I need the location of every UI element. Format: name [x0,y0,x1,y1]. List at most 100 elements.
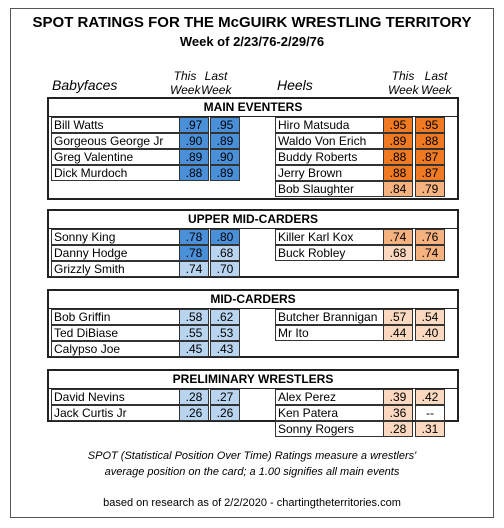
babyface-this-week-rating: .74 [179,261,209,277]
babyface-last-week-rating: .68 [210,245,240,261]
heel-this-week-rating: .57 [383,309,413,325]
babyface-this-week-rating: .90 [179,133,209,149]
heel-this-week-rating: .89 [383,133,413,149]
credit-line: based on research as of 2/2/2020 - chart… [103,497,401,509]
babyfaces-header: Babyfaces [52,77,118,93]
heel-name: Buddy Roberts [275,149,384,165]
heel-name: Ken Patera [275,405,384,421]
babyface-name: Sonny King [51,229,180,245]
heel-this-week-rating: .95 [383,117,413,133]
heel-name: Buck Robley [275,245,384,261]
babyface-name: Bill Watts [51,117,180,133]
babyface-last-week-rating: .26 [210,405,240,421]
heel-last-week-rating: .40 [415,325,445,341]
babyface-this-week-rating: .26 [179,405,209,421]
heel-last-week-rating: .87 [415,165,445,181]
week-label: Week [421,83,452,97]
section-title: PRELIMINARY WRESTLERS [172,372,334,386]
babyface-this-week-rating: .58 [179,309,209,325]
section-upper-mid-carders: UPPER MID-CARDERS Sonny King .78.80 Danny H… [47,209,459,278]
heel-last-week-rating: .76 [415,229,445,245]
babyface-name: Danny Hodge [51,245,180,261]
section-mid-carders: MID-CARDERS Bob Griffin .58.62 Ted DiBiase.… [47,289,459,358]
babyface-this-week-rating: .78 [179,245,209,261]
heel-last-week-rating: .95 [415,117,445,133]
heel-last-week-rating: -- [415,405,445,421]
this-label: This [173,69,197,83]
section-title: MID-CARDERS [210,292,296,306]
face-this-week-header: This Week [170,69,200,97]
babyface-name: Dick Murdoch [51,165,180,181]
section-preliminary-wrestlers: PRELIMINARY WRESTLERS David Nevins .28.27 J… [47,369,459,437]
babyface-last-week-rating: .62 [210,309,240,325]
heel-this-week-rating: .74 [383,229,413,245]
footnote-line-1: SPOT (Statistical Position Over Time) Ra… [87,450,417,462]
heel-name: Jerry Brown [275,165,384,181]
heel-last-week-header: Last Week [421,69,451,97]
heel-this-week-rating: .84 [383,181,413,197]
heel-this-week-rating: .39 [383,389,413,405]
section-title: MAIN EVENTERS [203,100,303,114]
heel-last-week-rating: .87 [415,149,445,165]
heel-name: Hiro Matsuda [275,117,384,133]
heel-this-week-rating: .88 [383,165,413,181]
heel-last-week-rating: .88 [415,133,445,149]
babyface-this-week-rating: .45 [179,341,209,357]
heel-last-week-rating: .74 [415,245,445,261]
heel-this-week-rating: .68 [383,245,413,261]
heels-header: Heels [277,77,313,93]
footnote-line-2: average position on the card; a 1.00 sig… [104,466,400,478]
babyface-last-week-rating: .95 [210,117,240,133]
heel-last-week-rating: .31 [415,421,445,437]
heel-this-week-rating: .28 [383,421,413,437]
babyface-last-week-rating: .89 [210,165,240,181]
heel-this-week-rating: .88 [383,149,413,165]
section-main-eventers: MAIN EVENTERS Bill Watts .97.95 Gorgeous Ge… [47,97,459,200]
week-label: Week [388,83,419,97]
heel-this-week-rating: .36 [383,405,413,421]
heel-name: Alex Perez [275,389,384,405]
babyface-name: Greg Valentine [51,149,180,165]
heel-name: Sonny Rogers [275,421,384,437]
section-divider [49,388,457,389]
babyface-last-week-rating: .70 [210,261,240,277]
babyface-name: Grizzly Smith [51,261,180,277]
page-title: SPOT RATINGS FOR THE McGUIRK WRESTLING T… [32,14,472,31]
section-divider [49,308,457,309]
babyface-this-week-rating: .88 [179,165,209,181]
babyface-last-week-rating: .90 [210,149,240,165]
heel-name: Bob Slaughter [275,181,384,197]
babyface-name: Ted DiBiase [51,325,180,341]
heel-last-week-rating: .42 [415,389,445,405]
babyface-name: Jack Curtis Jr [51,405,180,421]
section-divider [49,228,457,229]
babyface-name: David Nevins [51,389,180,405]
heel-name: Mr Ito [275,325,384,341]
this-label: This [391,69,415,83]
babyface-this-week-rating: .28 [179,389,209,405]
babyface-name: Calypso Joe [51,341,180,357]
heel-last-week-rating: .54 [415,309,445,325]
babyface-this-week-rating: .55 [179,325,209,341]
babyface-last-week-rating: .89 [210,133,240,149]
week-label: Week [201,83,232,97]
babyface-last-week-rating: .27 [210,389,240,405]
heel-this-week-rating: .44 [383,325,413,341]
heel-this-week-header: This Week [388,69,418,97]
babyface-this-week-rating: .89 [179,149,209,165]
page-frame [10,8,494,518]
babyface-last-week-rating: .43 [210,341,240,357]
heel-last-week-rating: .79 [415,181,445,197]
babyface-this-week-rating: .78 [179,229,209,245]
last-label: Last [424,69,448,83]
babyface-name: Gorgeous George Jr [51,133,180,149]
babyface-last-week-rating: .53 [210,325,240,341]
week-label: Week [170,83,201,97]
babyface-last-week-rating: .80 [210,229,240,245]
face-last-week-header: Last Week [201,69,231,97]
heel-name: Butcher Brannigan [275,309,384,325]
heel-name: Waldo Von Erich [275,133,384,149]
babyface-name: Bob Griffin [51,309,180,325]
section-title: UPPER MID-CARDERS [187,212,318,226]
babyface-this-week-rating: .97 [179,117,209,133]
